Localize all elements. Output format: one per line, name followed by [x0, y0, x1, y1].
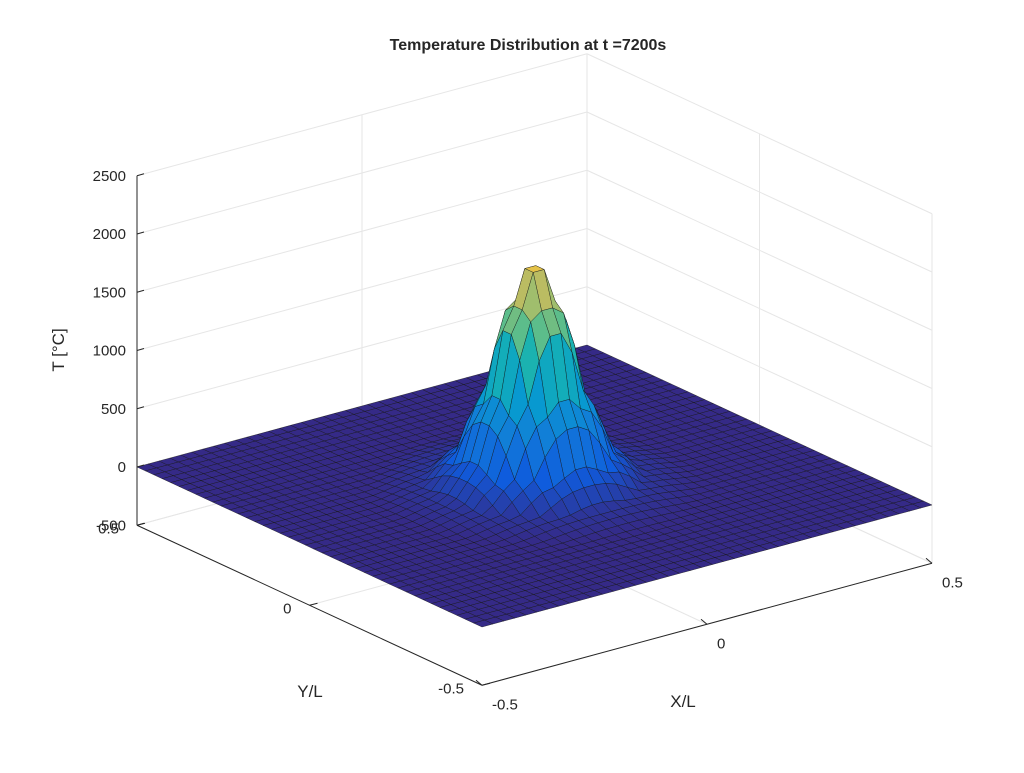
y-tick: [136, 522, 146, 526]
z-tick-label: -500: [96, 517, 126, 534]
z-axis-label: T [°C]: [49, 328, 68, 371]
z-tick: [136, 348, 145, 351]
axis-ticks: -500 0 500 1000 1500 2000 2500 -0.5 0 0.5 -0.5 0 0.5: [93, 168, 963, 714]
y-axis-label: Y/L: [297, 682, 323, 701]
x-tick-label: 0.5: [942, 574, 963, 591]
z-tick-label: 500: [101, 401, 126, 418]
temperature-surface: [136, 264, 933, 628]
x-tick-label: -0.5: [492, 696, 518, 713]
y-tick-label: 0.5: [98, 520, 119, 537]
x-tick: [925, 557, 933, 564]
surface-patch: [472, 619, 494, 628]
z-tick: [136, 231, 145, 235]
y-tick: [481, 682, 491, 686]
x-tick: [700, 618, 708, 625]
z-tick-label: 1500: [93, 284, 126, 301]
x-axis-label: X/L: [670, 692, 696, 711]
y-tick-label: 0: [283, 600, 291, 617]
z-tick: [136, 464, 145, 468]
y-tick: [309, 602, 318, 606]
z-tick-label: 1000: [93, 343, 126, 360]
z-tick: [136, 289, 145, 293]
z-tick: [136, 406, 145, 410]
x-tick-label: 0: [717, 635, 725, 652]
z-tick: [136, 173, 145, 177]
y-tick-label: -0.5: [438, 680, 464, 697]
z-tick-label: 0: [118, 459, 126, 476]
z-tick-label: 2000: [93, 226, 126, 243]
x-tick: [475, 679, 483, 686]
z-tick-label: 2500: [93, 168, 126, 185]
chart-title: Temperature Distribution at t =7200s: [390, 37, 667, 54]
